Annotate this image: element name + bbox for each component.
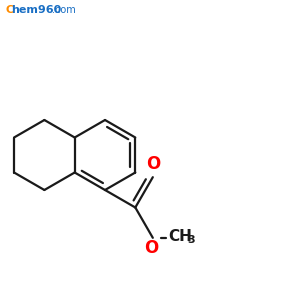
Text: C: C [5, 5, 13, 15]
Text: O: O [146, 155, 160, 173]
Text: .com: .com [52, 5, 76, 15]
Text: CH: CH [168, 229, 192, 244]
Text: 3: 3 [188, 235, 195, 245]
Text: hem960: hem960 [11, 5, 61, 15]
Text: O: O [144, 239, 158, 257]
